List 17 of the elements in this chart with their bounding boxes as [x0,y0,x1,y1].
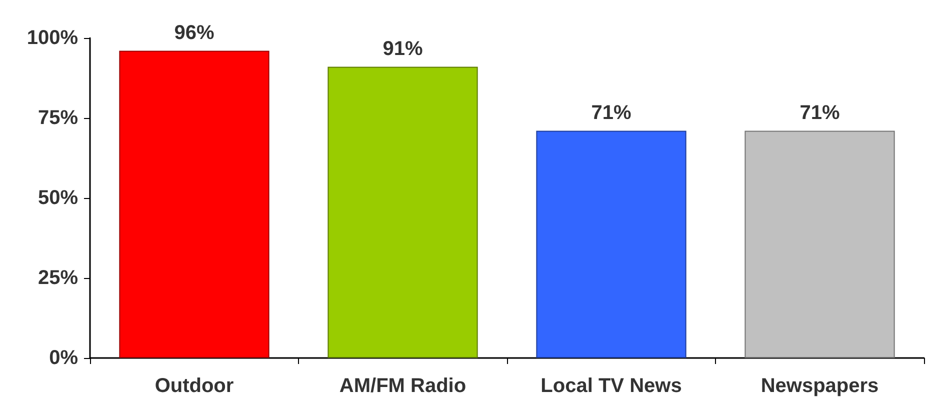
y-tick-label: 25% [38,267,78,289]
y-tick-label: 50% [38,187,78,209]
x-tick-label: Local TV News [540,375,682,397]
y-tick-label: 0% [49,347,78,369]
x-tick-label: AM/FM Radio [339,375,466,397]
bar [328,66,478,358]
data-label: 71% [591,102,632,124]
y-tick-label: 100% [26,27,78,49]
x-tick-label: Outdoor [154,375,234,397]
bar [744,130,895,358]
bar [536,130,686,358]
bar [119,50,270,358]
data-label: 96% [174,22,214,44]
data-label: 91% [382,38,423,60]
y-tick-label: 75% [38,107,78,129]
data-label: 71% [800,102,840,124]
x-tick-label: Newspapers [760,375,879,397]
